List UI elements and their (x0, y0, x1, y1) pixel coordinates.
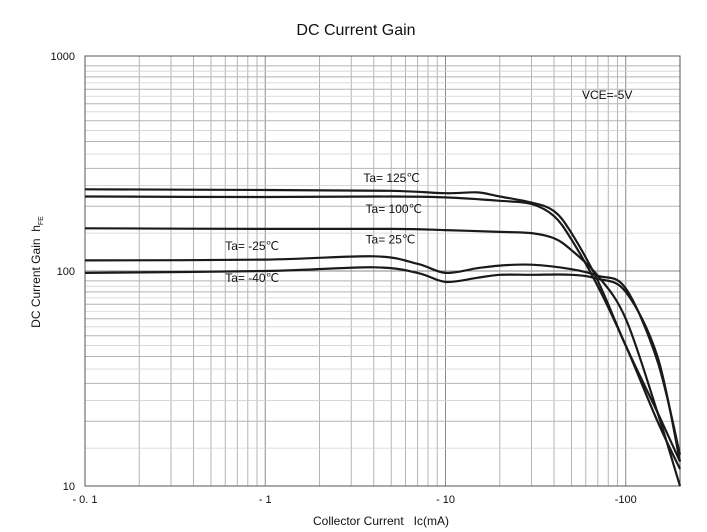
series-label-0: Ta= 125℃ (363, 171, 420, 185)
x-axis-label: Collector Current Ic(mA) (313, 514, 449, 528)
x-tick-label: - 1 (259, 494, 272, 506)
tick-labels: - 0. 1 - 1 - 10 -100 10 100 1000 (51, 51, 637, 506)
series-label-1: Ta= 100℃ (366, 202, 423, 216)
chart-title: DC Current Gain (296, 22, 415, 39)
series-label-4: Ta= -40℃ (225, 271, 279, 285)
svg-text:DC Current Gain hFE: DC Current Gain hFE (29, 216, 45, 328)
series-line-4 (85, 267, 680, 461)
series-label-2: Ta= 25℃ (366, 233, 416, 247)
y-axis-label-subscript: FE (38, 216, 45, 225)
series-line-0 (85, 189, 680, 461)
x-tick-label: - 0. 1 (72, 494, 97, 506)
y-tick-label: 100 (57, 266, 75, 278)
y-axis-label: DC Current Gain h (29, 225, 43, 328)
series-label-3: Ta= -25℃ (225, 239, 279, 253)
y-axis-label-group: DC Current Gain hFE (29, 216, 45, 328)
x-tick-label: - 10 (436, 494, 455, 506)
y-tick-label: 10 (63, 481, 75, 493)
x-tick-label: -100 (615, 494, 637, 506)
vce-annotation: VCE=-5V (582, 88, 632, 102)
y-tick-label: 1000 (51, 51, 75, 63)
